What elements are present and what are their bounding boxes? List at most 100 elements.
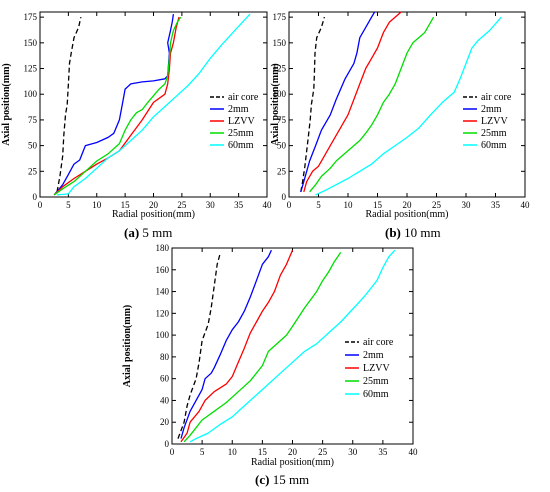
legend-label: LZVV [481,116,508,127]
y-tick-label: 25 [277,166,287,176]
series-line-air-core [56,16,82,193]
legend-label: 60mm [481,140,507,151]
x-tick-label: 20 [149,200,159,210]
chart-panel-1: 0 5 10 15 20 25 30 35 40 0 25 50 75 100 125 150 175 Radia… [270,11,531,220]
y-tick-label: 160 [156,265,170,275]
series-line-air-core [177,253,221,439]
caption-c-text: 15 mm [272,472,310,487]
chart-panel-0: 0 5 10 15 20 25 30 35 40 0 25 50 75 100 125 150 175 Radia… [1,11,273,220]
y-tick-label: 100 [24,89,38,99]
x-tick-label: 5 [200,447,205,457]
x-tick-label: 20 [403,200,413,210]
legend-label: 2mm [481,104,502,115]
y-tick-label: 75 [28,115,38,125]
y-tick-label: 100 [273,89,287,99]
x-tick-label: 35 [378,447,388,457]
x-tick-label: 5 [316,200,321,210]
legend-label: 25mm [228,128,254,139]
x-tick-label: 10 [344,200,354,210]
series-line-25mm [53,16,182,196]
x-tick-label: 10 [92,200,102,210]
x-tick-label: 0 [287,200,292,210]
x-tick-label: 35 [234,200,244,210]
legend-label: LZVV [228,116,255,127]
y-tick-label: 150 [273,38,287,48]
legend-label: air core [228,92,259,103]
x-tick-label: 5 [66,200,71,210]
x-tick-label: 15 [121,200,131,210]
caption-a: (a) 5 mm [124,225,172,241]
y-tick-label: 80 [160,352,170,362]
y-tick-label: 180 [156,243,170,253]
y-tick-label: 40 [160,395,170,405]
y-tick-label: 20 [160,417,170,427]
y-tick-label: 125 [273,64,287,74]
series-line-lzvv [53,16,180,196]
caption-c: (c) 15 mm [255,472,309,488]
caption-b: (b) 10 mm [385,225,441,241]
y-axis-label: Axial position(mm) [122,305,133,388]
y-tick-label: 75 [277,115,287,125]
y-tick-label: 100 [156,330,170,340]
legend-label: 60mm [363,389,389,400]
y-tick-label: 140 [156,287,170,297]
x-axis-label: Radial position(mm) [365,209,448,220]
caption-b-label: (b) [385,225,401,240]
y-tick-label: 50 [28,141,38,151]
x-tick-label: 35 [491,200,501,210]
y-tick-label: 120 [156,308,170,318]
y-tick-label: 0 [282,192,287,202]
caption-a-text: 5 mm [142,225,173,240]
y-axis-label: Axial position(mm) [270,63,281,146]
y-tick-label: 50 [277,141,287,151]
series-line-60mm [315,16,502,196]
x-tick-label: 15 [258,447,268,457]
series-line-60mm [189,249,396,443]
x-tick-label: 40 [409,447,419,457]
x-tick-label: 20 [288,447,298,457]
x-tick-label: 30 [206,200,216,210]
y-tick-label: 25 [28,166,38,176]
series-line-lzvv [303,11,402,193]
series-line-2mm [53,14,175,196]
legend-label: 2mm [228,104,249,115]
series-line-lzvv [180,249,294,443]
y-tick-label: 0 [165,439,170,449]
series-line-25mm [183,252,342,443]
x-tick-label: 30 [462,200,472,210]
legend-label: air core [481,92,512,103]
caption-a-label: (a) [124,225,140,240]
legend-label: 60mm [228,140,254,151]
x-tick-label: 0 [38,200,43,210]
y-tick-label: 125 [24,64,38,74]
y-axis-label: Axial position(mm) [1,63,12,146]
y-tick-label: 175 [24,12,38,22]
series-line-60mm [56,13,251,196]
x-tick-label: 40 [521,200,531,210]
y-tick-label: 0 [33,192,38,202]
series-line-2mm [180,249,272,439]
x-axis-label: Radial position(mm) [251,457,334,468]
legend-label: air core [363,337,394,348]
x-tick-label: 25 [177,200,187,210]
legend-label: 25mm [481,128,507,139]
x-axis-label: Radial position(mm) [112,209,195,220]
legend-label: 2mm [363,350,384,361]
x-tick-label: 25 [318,447,328,457]
chart-panel-2: 0 5 10 15 20 25 30 35 40 0 20 40 60 80 100 120 140 160 180… [122,243,418,468]
y-tick-label: 150 [24,38,38,48]
caption-c-label: (c) [255,472,270,487]
legend-label: 25mm [363,376,389,387]
x-tick-label: 25 [432,200,442,210]
legend-label: LZVV [363,363,390,374]
series-line-2mm [300,11,376,193]
x-tick-label: 40 [263,200,273,210]
x-tick-label: 30 [348,447,358,457]
x-tick-label: 10 [228,447,238,457]
x-tick-label: 15 [373,200,383,210]
series-line-air-core [300,16,326,193]
y-tick-label: 60 [160,374,170,384]
x-tick-label: 0 [170,447,175,457]
y-tick-label: 175 [273,12,287,22]
